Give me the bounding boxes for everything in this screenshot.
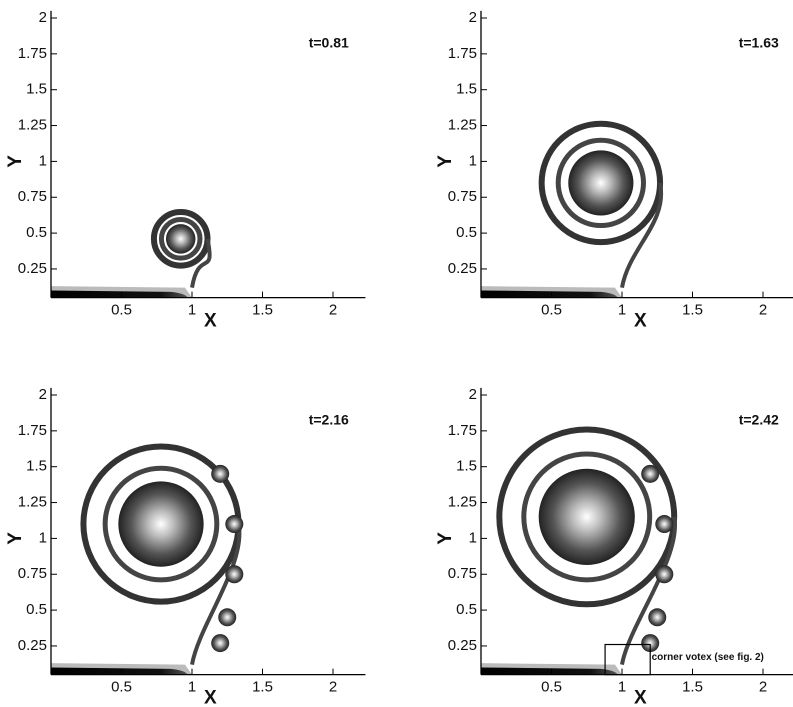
x-tick-label: 2	[759, 679, 767, 696]
y-axis-label: Y	[435, 155, 456, 168]
y-tick-label: 1.75	[448, 45, 477, 62]
y-tick-label: 2	[39, 386, 47, 403]
vortex-ring	[521, 451, 653, 583]
x-tick-label: 1.5	[252, 302, 273, 319]
y-tick-label: 0.75	[18, 188, 47, 205]
y-tick-label: 0.75	[448, 188, 477, 205]
x-tick-label: 2	[329, 679, 337, 696]
y-tick-label: 1	[469, 529, 477, 546]
y-tick-label: 0.25	[448, 260, 477, 277]
x-axis-label: X	[634, 688, 647, 707]
shear-layer	[620, 182, 664, 288]
y-tick-label: 1	[39, 529, 47, 546]
x-tick-label: 0.5	[541, 679, 562, 696]
x-tick-label: 1.5	[252, 679, 273, 696]
vortex-ring	[158, 217, 203, 261]
y-tick-label: 1.5	[26, 458, 47, 475]
x-tick-label: 1.5	[682, 679, 703, 696]
time-label: t=2.16	[309, 412, 349, 428]
secondary-vortex	[225, 565, 244, 584]
y-tick-label: 2	[469, 386, 477, 403]
y-tick-label: 1	[39, 152, 47, 169]
y-tick-label: 1.75	[448, 422, 477, 439]
y-axis-label: Y	[5, 532, 26, 545]
secondary-vortex	[211, 634, 230, 653]
secondary-vortex	[641, 464, 660, 483]
secondary-vortex	[655, 515, 674, 534]
x-axis-label: X	[634, 311, 647, 332]
y-tick-label: 1.5	[456, 81, 477, 98]
y-tick-label: 0.5	[456, 224, 477, 241]
vortex-ring	[555, 137, 646, 229]
shear-layer	[190, 238, 212, 288]
secondary-vortex	[218, 608, 237, 627]
y-tick-label: 0.5	[26, 601, 47, 618]
x-tick-label: 1	[618, 679, 626, 696]
y-tick-label: 2	[469, 9, 477, 26]
shear-layer	[620, 516, 677, 665]
y-tick-label: 1.25	[18, 117, 47, 134]
y-tick-label: 0.75	[448, 565, 477, 582]
y-axis-label: Y	[435, 532, 456, 545]
vortex-core	[538, 468, 635, 565]
secondary-vortex	[655, 565, 674, 584]
x-tick-label: 1	[188, 302, 196, 319]
y-tick-label: 1.25	[448, 117, 477, 134]
annotation-box	[604, 643, 651, 676]
wall	[481, 290, 618, 298]
wall	[51, 290, 188, 298]
wall	[51, 667, 188, 675]
secondary-vortex	[648, 608, 667, 627]
y-tick-label: 1.75	[18, 422, 47, 439]
annotation: corner votex (see fig. 2)	[652, 652, 764, 663]
y-tick-label: 2	[39, 9, 47, 26]
y-tick-label: 1.75	[18, 45, 47, 62]
y-tick-label: 1	[469, 152, 477, 169]
time-label: t=1.63	[739, 35, 779, 51]
time-label: t=0.81	[309, 35, 349, 51]
x-tick-label: 0.5	[111, 679, 132, 696]
y-tick-label: 1.25	[18, 494, 47, 511]
x-tick-label: 2	[329, 302, 337, 319]
x-axis-label: X	[204, 688, 217, 707]
vortex-core	[118, 481, 204, 567]
wall	[481, 667, 618, 675]
vortex-core	[165, 224, 196, 254]
y-tick-label: 1.5	[26, 81, 47, 98]
x-tick-label: 1	[188, 679, 196, 696]
y-tick-label: 1.5	[456, 458, 477, 475]
y-tick-label: 1.25	[448, 494, 477, 511]
x-tick-label: 2	[759, 302, 767, 319]
y-axis-label: Y	[5, 155, 26, 168]
x-tick-label: 0.5	[111, 302, 132, 319]
vortex-core	[568, 150, 634, 216]
time-label: t=2.42	[739, 412, 779, 428]
y-tick-label: 0.5	[456, 601, 477, 618]
x-axis-label: X	[204, 311, 217, 332]
secondary-vortex	[225, 515, 244, 534]
x-tick-label: 1.5	[682, 302, 703, 319]
y-tick-label: 0.75	[18, 565, 47, 582]
vortex-ring	[102, 465, 220, 583]
y-tick-label: 0.5	[26, 224, 47, 241]
secondary-vortex	[211, 464, 230, 483]
x-tick-label: 1	[618, 302, 626, 319]
y-tick-label: 0.25	[18, 260, 47, 277]
secondary-vortex	[641, 634, 660, 653]
y-tick-label: 0.25	[18, 637, 47, 654]
shear-layer	[190, 523, 242, 665]
x-tick-label: 0.5	[541, 302, 562, 319]
y-tick-label: 0.25	[448, 637, 477, 654]
